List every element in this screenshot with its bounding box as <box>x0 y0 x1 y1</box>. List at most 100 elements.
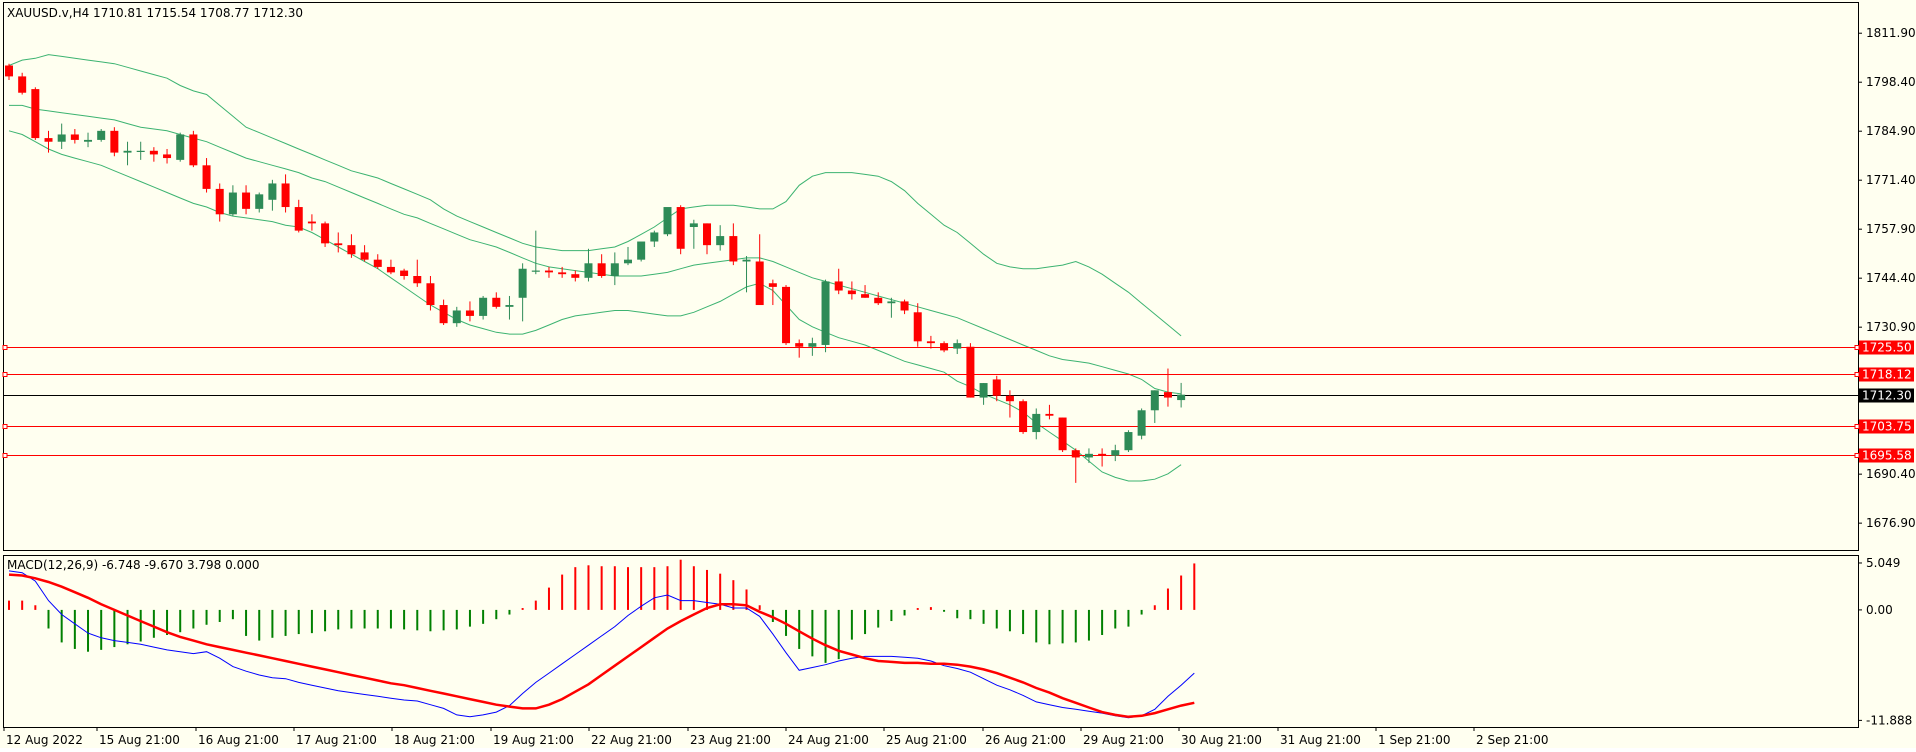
time-axis-label: 24 Aug 21:00 <box>788 733 869 747</box>
candle-body <box>926 341 935 344</box>
candle-body <box>70 134 79 140</box>
time-axis-label: 25 Aug 21:00 <box>886 733 967 747</box>
bollinger-middle-line <box>9 104 1182 395</box>
price-axis-label: 1784.90 <box>1866 124 1916 138</box>
candle-body <box>544 270 553 273</box>
price-level-tag <box>1859 448 1914 463</box>
candle-body <box>623 259 632 264</box>
candle-body <box>255 194 264 209</box>
time-axis-label: 26 Aug 21:00 <box>985 733 1066 747</box>
time-axis-label: 2 Sep 21:00 <box>1476 733 1548 747</box>
candle-body <box>966 346 975 398</box>
candle-body <box>716 236 725 246</box>
candle-body <box>5 65 13 77</box>
price-level-tag <box>1859 340 1914 355</box>
candle-body <box>584 263 593 278</box>
level-right-handle <box>1854 424 1860 429</box>
time-axis-label: 1 Sep 21:00 <box>1378 733 1450 747</box>
candle-body <box>294 207 303 231</box>
macd-line <box>8 570 1195 719</box>
candle-body <box>149 150 158 155</box>
time-axis-label: 22 Aug 21:00 <box>591 733 672 747</box>
time-axis-label: 15 Aug 21:00 <box>99 733 180 747</box>
candle-body <box>334 243 343 246</box>
price-axis-label: 1798.40 <box>1866 75 1916 89</box>
price-level-tag <box>1859 419 1914 434</box>
candle-body <box>18 76 27 93</box>
candle-body <box>847 290 856 295</box>
candle-body <box>558 272 567 275</box>
candle-body <box>228 192 237 215</box>
candle-body <box>242 192 251 209</box>
candle-body <box>1150 390 1159 411</box>
candle-body <box>518 268 527 298</box>
candle-body <box>97 130 106 140</box>
candle-body <box>874 297 883 304</box>
candle-body <box>742 259 751 262</box>
candle-body <box>1071 450 1080 458</box>
candle-body <box>1124 432 1133 451</box>
candle-body <box>465 310 474 316</box>
candle-body <box>44 138 53 142</box>
candle-body <box>979 383 988 398</box>
candle-body <box>1084 453 1093 458</box>
candle-body <box>782 286 791 344</box>
axes: 1811.90 1798.40 1784.90 1771.40 1757.90 1744.… <box>3 26 1916 747</box>
candle-body <box>1005 395 1014 402</box>
candle-body <box>992 379 1001 396</box>
candle-body <box>1137 410 1146 436</box>
candle-body <box>321 223 330 244</box>
candle-body <box>1098 453 1107 456</box>
candle-body <box>347 245 356 255</box>
candle-body <box>202 165 211 189</box>
candle-body <box>281 183 290 208</box>
candle-body <box>940 343 949 351</box>
candle-body <box>1019 401 1028 433</box>
price-axis-label: 1771.40 <box>1866 173 1916 187</box>
level-right-handle <box>1854 345 1860 350</box>
time-axis-label: 29 Aug 21:00 <box>1083 733 1164 747</box>
candle-body <box>1111 450 1120 456</box>
price-axis-label: 1757.90 <box>1866 222 1916 236</box>
time-axis-label: 23 Aug 21:00 <box>690 733 771 747</box>
candle-body <box>136 150 145 152</box>
candle-body <box>31 89 40 139</box>
macd-header: MACD(12,26,9) -6.748 -9.670 3.798 0.000 <box>7 558 259 572</box>
price-level-tag <box>1859 367 1914 382</box>
candle-body <box>413 276 422 284</box>
price-axis-label: 1811.90 <box>1866 26 1916 40</box>
price-axis-label: 1730.90 <box>1866 320 1916 334</box>
candle-body <box>571 274 580 278</box>
bollinger-upper-line <box>8 54 1182 337</box>
price-level-tag-label: 1725.50 <box>1862 341 1912 355</box>
candle-body <box>953 343 962 349</box>
candle-body <box>689 223 698 228</box>
level-right-handle <box>1854 453 1860 458</box>
candle-body <box>1045 413 1054 416</box>
candle-body <box>834 281 843 291</box>
candle-body <box>176 134 185 160</box>
candle-body <box>900 301 909 311</box>
candle-body <box>505 305 514 307</box>
level-left-handle <box>2 372 8 377</box>
candle-body <box>755 261 764 306</box>
candle-body <box>676 207 685 249</box>
candle-body <box>768 283 777 287</box>
level-left-handle <box>2 345 8 350</box>
macd-axis-label: 0.00 <box>1866 603 1893 617</box>
candle-body <box>452 310 461 324</box>
time-axis-label: 12 Aug 2022 <box>6 733 83 747</box>
macd-axis-label: -11.888 <box>1866 713 1912 727</box>
candle-body <box>703 223 712 246</box>
candle-body <box>861 294 870 298</box>
price-panel-frame <box>3 2 1859 551</box>
candle-body <box>821 281 830 345</box>
candle-body <box>1177 394 1186 401</box>
candle-body <box>1032 413 1041 433</box>
candle-body <box>439 305 448 324</box>
candle-body <box>663 207 672 235</box>
candle-body <box>650 232 659 242</box>
candle-body <box>373 259 382 267</box>
